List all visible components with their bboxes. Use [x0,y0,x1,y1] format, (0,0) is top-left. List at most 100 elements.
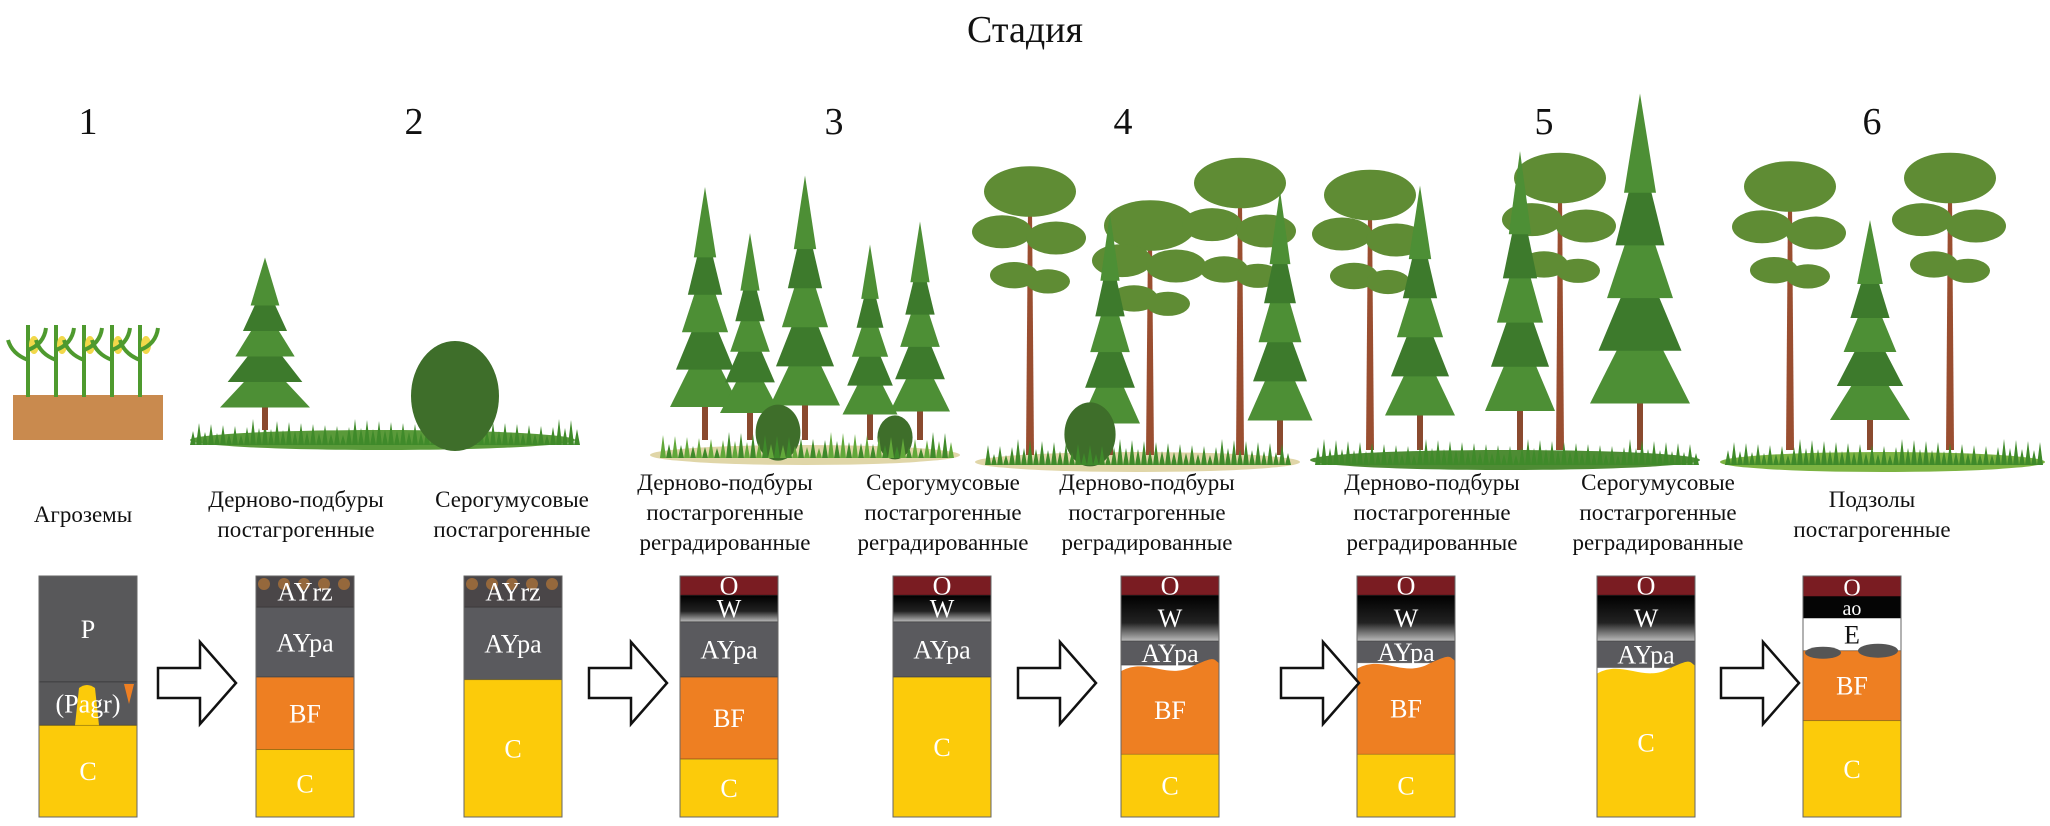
grass-blade [220,425,226,445]
grass-blade [876,436,882,458]
root-litter-icon [318,578,330,590]
grass-blade [1261,451,1267,465]
grass-blade [1165,443,1171,465]
soil-profile-column: OW AYpa BF C [1120,572,1220,818]
soil-horizon-label: O [1397,572,1416,601]
spruce-icon [842,360,898,415]
soil-horizon-label: P [81,615,95,644]
grass-blade [244,427,250,445]
soil-type-label-line: постагрогенные [1353,500,1511,525]
grass-blade [1489,453,1495,465]
grass-blade [334,426,340,445]
soil-horizon-bf [1802,650,1902,722]
soil-horizon-aypa [679,621,779,678]
soil-type-label-line: постагрогенные [646,500,804,525]
grass-blade [1429,448,1435,465]
grass-blade [1767,445,1773,465]
soil-profile-column: AYrz AYpa C [463,575,563,818]
grass-blade [1537,440,1543,465]
right-arrow-icon [587,638,669,728]
pine-crown-icon [1182,208,1242,242]
soil-type-label-line: постагрогенные [1793,517,1951,542]
spruce-icon [675,299,735,370]
grass-blade [256,428,262,445]
grass-blade [1857,444,1863,465]
grass-blade [1585,444,1591,465]
grass-blade [250,419,256,445]
spruce-icon [1385,341,1455,416]
grass-blade [1141,441,1147,465]
grass-blade [1015,439,1021,465]
soil-type-label-line: Дерново-подбуры [1059,470,1235,495]
grass-blade [1237,449,1243,465]
grass-blade [1681,452,1687,465]
grass-blade [226,434,232,445]
pine-crown-icon [1312,217,1372,251]
soil-type-label: Дерново-подбуры постагрогенные реградирова… [1312,468,1552,558]
grass-blade [1941,451,1947,465]
soil-horizon-label: C [296,769,313,798]
spruce-icon [1253,307,1307,382]
soil-horizon-label: W [717,595,742,624]
grass-blade [1105,455,1111,465]
soil-profile-border [463,575,563,818]
soil-plot [13,395,163,440]
soil-type-label-line: постагрогенные [1579,500,1737,525]
grass-blade [870,444,876,458]
grass-blade [1465,451,1471,465]
spruce-icon [1508,151,1532,235]
soil-profile-border [38,575,138,818]
pine-crown-icon [1514,152,1606,204]
corn-stalk-icon [110,325,114,397]
grass-blade [1327,448,1333,465]
grass-blade [1657,450,1663,465]
grass-blade [1669,451,1675,465]
soil-horizon-label: BF [1390,695,1422,724]
grass-blade [190,431,196,445]
grass-blade [1177,444,1183,465]
grass-blade [418,433,424,445]
soil-horizon-label: C [79,757,96,786]
grass-blade [346,427,352,445]
right-arrow-icon [1719,638,1801,728]
grass-blade [1821,441,1827,465]
grass-blade [1417,447,1423,465]
grass-blade [714,448,720,458]
grass-blade [918,448,924,458]
soil-horizon-label: AYrz [277,578,332,607]
pine-crown-icon [1744,161,1836,212]
spruce-icon [1485,327,1555,411]
grass-blade [1243,441,1249,465]
soil-profile-border [1802,575,1902,818]
grass-blade [1057,451,1063,465]
pine-crown-icon [1330,262,1378,290]
soil-profile-border [1120,575,1220,818]
grass-blade [1129,440,1135,465]
corn-stalk-icon [54,325,58,397]
spruce-icon [1850,254,1890,318]
illuvial-blob [1858,643,1898,658]
spruce-icon [693,187,717,258]
root-litter-icon [466,578,478,590]
spruce-icon [1095,249,1125,317]
spruce-icon [1607,198,1673,299]
soil-horizon-w [1120,594,1220,642]
soil-horizon-label: C [1637,728,1654,757]
soil-type-label-line: реградированные [639,530,811,555]
stage-number-3: 3 [824,101,844,143]
spruce-icon [1396,263,1444,338]
pine-crown-icon [1026,269,1070,294]
grass-blade [322,425,328,445]
grass-blade [1027,440,1033,465]
grass-blade [744,442,750,458]
grass-blade [574,429,580,445]
grass-blade [1117,439,1123,465]
grass-blade [732,441,738,458]
grass-blade [1749,452,1755,465]
spruce-icon [861,244,879,299]
soil-horizon-aypa [255,606,355,678]
soil-horizon-c [679,758,779,818]
spruce-icon [735,263,765,322]
grass-blade [1513,455,1519,465]
